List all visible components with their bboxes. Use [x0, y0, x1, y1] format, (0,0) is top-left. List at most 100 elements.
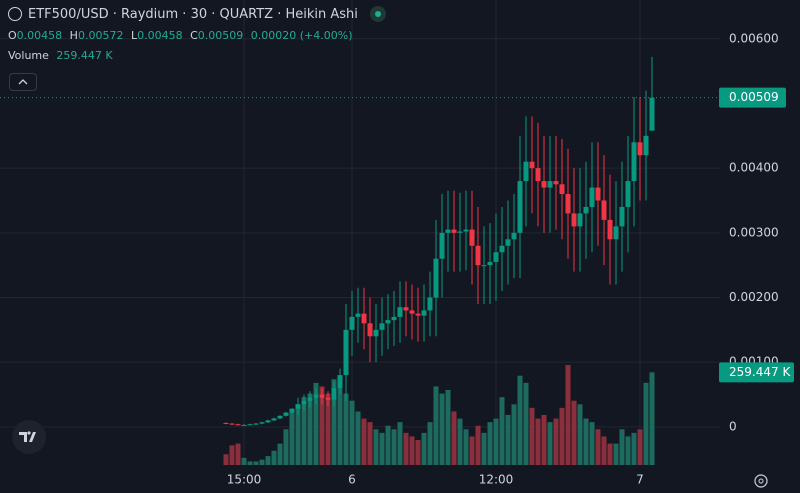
candle-body: [259, 422, 265, 424]
ohlc-value: 0.00458: [16, 29, 63, 42]
candle-body: [469, 229, 475, 246]
volume-bar: [397, 422, 403, 465]
volume-bar: [637, 429, 643, 465]
candle-body: [367, 323, 373, 337]
symbol-title: ETF500/USD · Raydium · 30 · QUARTZ · Hei…: [28, 6, 358, 22]
ohlc-value: 0.00458: [137, 29, 183, 42]
volume-bar: [595, 429, 601, 465]
candle-body: [319, 394, 325, 398]
volume-title: Volume: [8, 49, 49, 62]
volume-bar: [535, 418, 541, 465]
tv-logo[interactable]: [12, 420, 46, 454]
candle-body: [385, 320, 391, 324]
axis-layer: 00.001000.002000.003000.004000.0060015:0…: [0, 31, 794, 487]
candle-body: [649, 97, 655, 131]
volume-bar: [307, 393, 313, 465]
candle-body: [481, 265, 487, 267]
ohlc-value: 0.00572: [77, 29, 124, 42]
volume-bar: [289, 411, 295, 465]
candle-body: [283, 412, 289, 416]
candle-body: [631, 142, 637, 182]
volume-bar: [445, 390, 451, 465]
candle-body: [325, 397, 331, 400]
price-label: 0.00509: [729, 90, 779, 104]
candle-body: [271, 418, 277, 421]
volume-bar: [319, 386, 325, 465]
volume-bar: [583, 418, 589, 465]
candle-body: [529, 161, 535, 169]
candle-body: [445, 229, 451, 233]
volume-bar: [403, 432, 409, 465]
volume-bar: [631, 432, 637, 465]
volume-bar: [613, 443, 619, 465]
volume-bar: [235, 443, 241, 465]
candle-body: [403, 307, 409, 311]
candle-body: [295, 404, 301, 409]
volume-bar: [649, 372, 655, 465]
volume-legend: Volume 259.447 K: [8, 49, 117, 62]
candle-body: [499, 245, 505, 253]
volume-bar: [295, 404, 301, 465]
volume-bar: [325, 393, 331, 465]
volume-bar: [559, 407, 565, 465]
candle-body: [625, 181, 631, 207]
volume-bar: [223, 454, 229, 465]
settings-icon[interactable]: [754, 474, 768, 488]
candle-body: [463, 229, 469, 232]
volume-bar: [607, 443, 613, 465]
volume-layer: [223, 365, 655, 465]
ohlc-label: H: [69, 29, 78, 42]
candle-body: [433, 258, 439, 298]
volume-bar: [475, 425, 481, 465]
candle-body: [379, 323, 385, 330]
candle-body: [289, 408, 295, 413]
ohlc-label: O: [8, 29, 17, 42]
candle-body: [535, 168, 541, 182]
volume-bar: [505, 415, 511, 465]
volume-bar: [331, 379, 337, 465]
volume-bar: [277, 443, 283, 465]
y-tick-label: 0.00600: [729, 31, 779, 45]
status-dot[interactable]: [369, 6, 386, 22]
volume-bar: [487, 422, 493, 465]
change-value: 0.00020 (+4.00%): [250, 29, 353, 42]
volume-bar: [355, 411, 361, 465]
volume-bar: [547, 422, 553, 465]
volume-bar: [349, 400, 355, 465]
volume-bar: [247, 461, 253, 465]
legend-title-row: ETF500/USD · Raydium · 30 · QUARTZ · Hei…: [8, 6, 386, 22]
collapse-button[interactable]: [9, 73, 37, 91]
candle-body: [613, 226, 619, 240]
ohlc-value: 0.00509: [197, 29, 244, 42]
candle-body: [439, 232, 445, 259]
volume-bar: [601, 436, 607, 465]
volume-bar: [283, 429, 289, 465]
x-tick-label: 12:00: [479, 473, 514, 487]
volume-bar: [427, 422, 433, 465]
volume-bar: [541, 415, 547, 465]
y-tick-label: 0.00200: [729, 290, 779, 304]
candle-body: [607, 219, 613, 240]
candle-body: [589, 187, 595, 207]
volume-bar: [415, 440, 421, 465]
candle-body: [571, 213, 577, 227]
candle-body: [601, 200, 607, 220]
candle-body: [559, 184, 565, 195]
candle-body: [451, 229, 457, 233]
y-tick-label: 0.00300: [729, 225, 779, 239]
volume-bar: [259, 459, 265, 465]
candle-body: [265, 420, 271, 423]
volume-bar: [571, 400, 577, 465]
candle-body: [235, 424, 241, 426]
volume-bar: [643, 382, 649, 465]
candle-body: [343, 329, 349, 376]
candle-body: [565, 194, 571, 214]
candle-body: [415, 313, 421, 316]
volume-bar: [529, 407, 535, 465]
volume-bar: [313, 382, 319, 465]
candle-body: [427, 297, 433, 311]
volume-bar: [493, 418, 499, 465]
